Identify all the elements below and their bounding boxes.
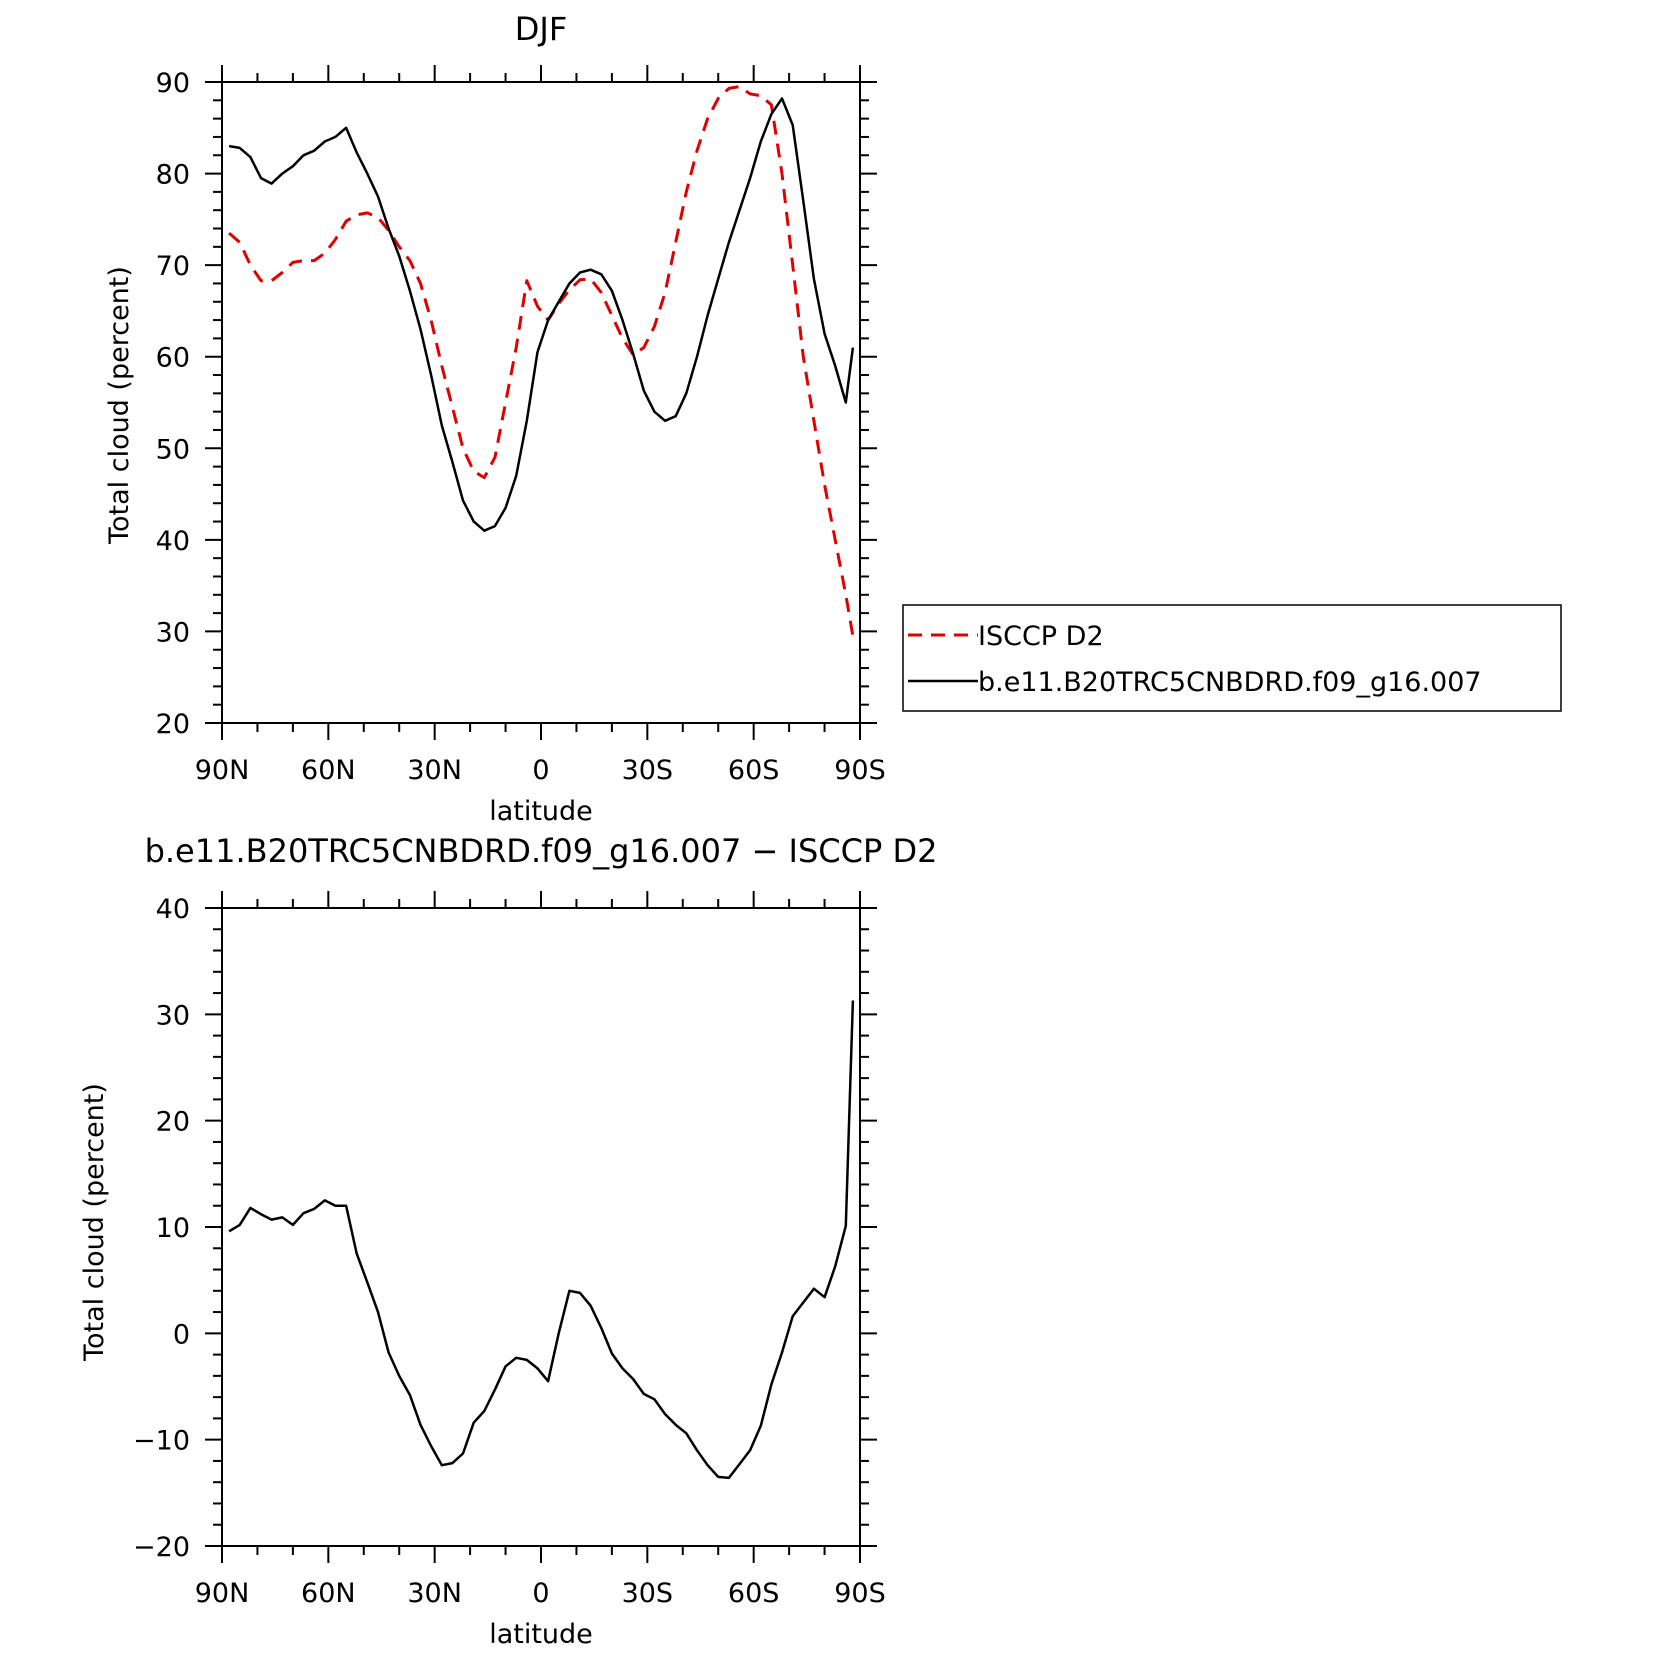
y-tick-label: 40 xyxy=(156,894,190,925)
legend-box xyxy=(902,604,1562,712)
y-tick-label: 20 xyxy=(156,709,190,740)
x-tick-label: 0 xyxy=(532,755,549,786)
legend-label-model: b.e11.B20TRC5CNBDRD.f09_g16.007 xyxy=(978,667,1482,698)
y-tick-label: 30 xyxy=(156,1000,190,1031)
top-panel-lines xyxy=(228,85,855,637)
y-tick-label: 40 xyxy=(156,526,190,557)
plot-frame xyxy=(221,907,861,1547)
y-tick-label: 30 xyxy=(156,617,190,648)
y-tick-label: −10 xyxy=(133,1426,190,1457)
y-tick-label: 90 xyxy=(156,68,190,99)
top-panel-y-axis-label: Total cloud (percent) xyxy=(104,266,135,545)
bottom-panel-y-axis-label: Total cloud (percent) xyxy=(79,1083,110,1362)
x-tick-label: 60N xyxy=(301,755,356,786)
x-tick-label: 0 xyxy=(532,1578,549,1609)
x-tick-label: 90N xyxy=(195,1578,250,1609)
y-tick-label: 0 xyxy=(173,1319,190,1350)
x-tick-label: 30S xyxy=(622,755,674,786)
bottom-panel-title: b.e11.B20TRC5CNBDRD.f09_g16.007 − ISCCP … xyxy=(145,832,938,870)
x-tick-label: 30S xyxy=(622,1578,674,1609)
x-tick-label: 60S xyxy=(728,755,780,786)
series-line-0 xyxy=(228,85,855,637)
series-line-1 xyxy=(228,97,855,532)
top-panel-title: DJF xyxy=(515,10,567,48)
top-panel: DJF 90N 60N 30N 0 30S 60S 90S2030405060708090 … xyxy=(104,10,1562,827)
y-tick-label: 10 xyxy=(156,1213,190,1244)
x-tick-label: 60N xyxy=(301,1578,356,1609)
x-tick-label: 90S xyxy=(834,1578,886,1609)
y-tick-label: 20 xyxy=(156,1107,190,1138)
legend-label-isccp: ISCCP D2 xyxy=(978,621,1104,652)
y-tick-label: 70 xyxy=(156,251,190,282)
y-tick-label: −20 xyxy=(133,1532,190,1563)
bottom-panel: b.e11.B20TRC5CNBDRD.f09_g16.007 − ISCCP … xyxy=(79,832,937,1650)
y-tick-label: 50 xyxy=(156,434,190,465)
top-panel-axes: 90N 60N 30N 0 30S 60S 90S 20 30 40 50 60 70 80 90 xyxy=(156,65,886,786)
x-tick-label: 90S xyxy=(834,755,886,786)
legend: ISCCP D2 b.e11.B20TRC5CNBDRD.f09_g16.007 xyxy=(902,604,1562,712)
x-tick-label: 60S xyxy=(728,1578,780,1609)
series-line-0 xyxy=(228,1000,855,1480)
y-tick-label: 60 xyxy=(156,343,190,374)
y-tick-label: 80 xyxy=(156,160,190,191)
top-panel-x-axis-label: latitude xyxy=(489,796,593,827)
x-tick-label: 30N xyxy=(407,1578,462,1609)
x-tick-label: 30N xyxy=(407,755,462,786)
bottom-panel-lines xyxy=(228,1000,855,1480)
bottom-panel-axes: 90N 60N 30N 0 30S 60S 90S −20 −10 0 10 20 30 40 xyxy=(133,891,886,1609)
bottom-panel-x-axis-label: latitude xyxy=(489,1619,593,1650)
plot-frame xyxy=(221,81,861,724)
x-tick-label: 90N xyxy=(195,755,250,786)
